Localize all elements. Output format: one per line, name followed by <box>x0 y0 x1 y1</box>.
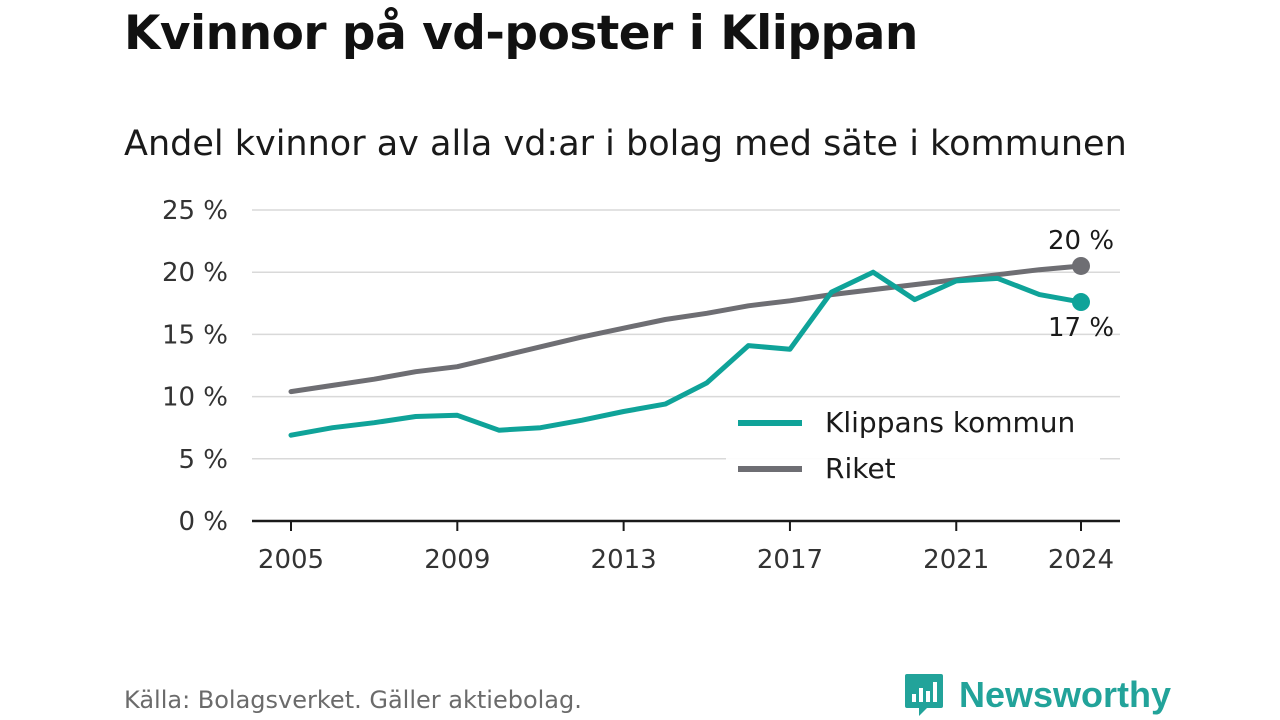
chart-subtitle: Andel kvinnor av alla vd:ar i bolag med … <box>124 124 1127 164</box>
x-tick-label-2013: 2013 <box>591 545 657 575</box>
legend-box <box>726 398 1100 494</box>
source-note: Källa: Bolagsverket. Gäller aktiebolag. <box>124 686 582 714</box>
x-tick-label-2021: 2021 <box>923 545 989 575</box>
chart-title: Kvinnor på vd-poster i Klippan <box>124 6 918 61</box>
brand-logo: Newsworthy <box>903 672 1171 718</box>
legend-label-klippans-kommun: Klippans kommun <box>825 406 1075 439</box>
y-tick-label-25: 25 % <box>162 196 228 226</box>
legend-label-riket: Riket <box>825 452 896 485</box>
y-tick-label-0: 0 % <box>178 507 228 537</box>
series-line-klippans-kommun <box>288 269 1084 438</box>
end-label-klippans-kommun: 17 % <box>1048 313 1114 343</box>
x-tick-label-2009: 2009 <box>424 545 490 575</box>
end-point-riket <box>1072 256 1090 275</box>
x-tick-label-2024: 2024 <box>1048 545 1114 575</box>
newsworthy-logo-icon <box>905 674 943 716</box>
x-tick-label-2017: 2017 <box>757 545 823 575</box>
y-tick-label-5: 5 % <box>178 445 228 475</box>
y-tick-label-10: 10 % <box>162 383 228 413</box>
end-point-klippans-kommun <box>1072 293 1090 312</box>
series-line-riket <box>288 263 1084 395</box>
x-tick-label-2005: 2005 <box>258 545 324 575</box>
y-tick-label-15: 15 % <box>162 320 228 350</box>
end-label-riket: 20 % <box>1048 226 1114 256</box>
y-tick-label-20: 20 % <box>162 258 228 288</box>
brand-name: Newsworthy <box>959 674 1172 715</box>
